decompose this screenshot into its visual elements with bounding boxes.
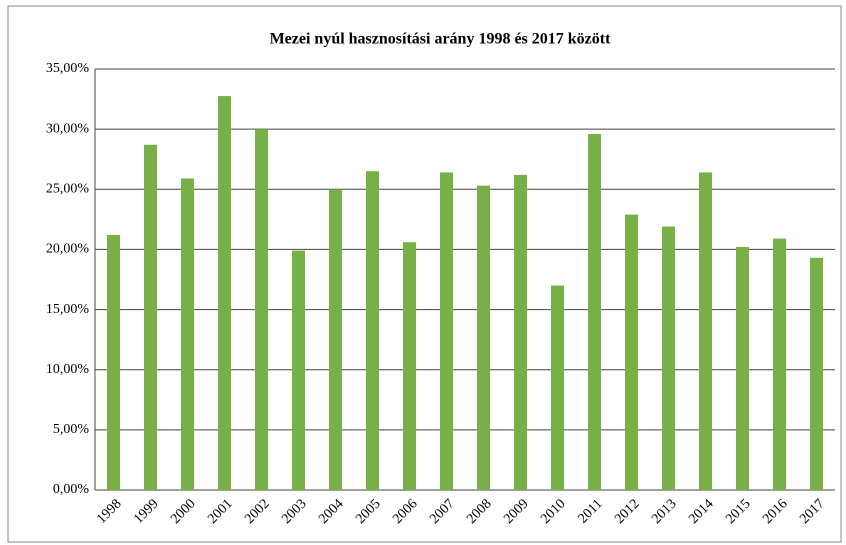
bar — [255, 129, 268, 490]
chart-title: Mezei nyúl hasznosítási arány 1998 és 20… — [270, 31, 612, 48]
bar — [440, 172, 453, 490]
bar — [551, 285, 564, 490]
bar — [292, 250, 305, 490]
bar — [403, 242, 416, 490]
y-tick-label: 15,00% — [46, 302, 90, 317]
y-tick-label: 25,00% — [46, 182, 90, 197]
bar — [218, 96, 231, 491]
y-tick-label: 0,00% — [53, 482, 90, 497]
bar — [588, 133, 601, 490]
y-tick-label: 35,00% — [46, 61, 90, 76]
bar — [329, 189, 342, 491]
y-tick-label: 20,00% — [46, 242, 90, 257]
bar — [181, 178, 194, 490]
y-tick-label: 10,00% — [46, 362, 90, 377]
bar — [514, 174, 527, 490]
bar — [107, 234, 120, 490]
chart-border — [7, 5, 842, 543]
bar — [477, 185, 490, 491]
bar — [736, 247, 749, 490]
bar — [625, 214, 638, 490]
y-tick-label: 5,00% — [53, 422, 90, 437]
bar — [144, 144, 157, 490]
y-tick-label: 30,00% — [46, 121, 90, 136]
bar — [366, 171, 379, 490]
bar — [699, 172, 712, 490]
bar — [662, 226, 675, 490]
bar — [773, 238, 786, 490]
bar — [810, 257, 823, 490]
